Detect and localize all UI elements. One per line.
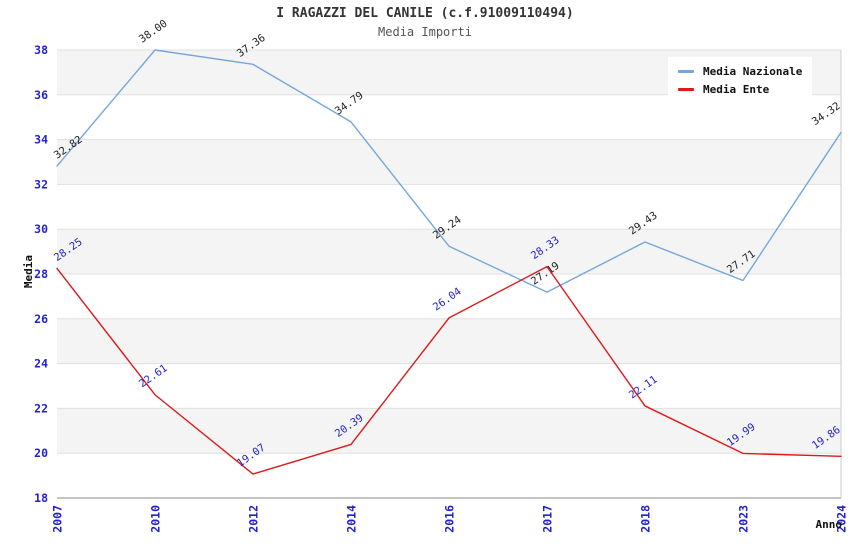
x-tick-label: 2024	[835, 505, 849, 533]
x-tick-label: 2007	[51, 505, 65, 533]
y-tick-label: 32	[34, 177, 48, 191]
y-tick-label: 24	[34, 357, 48, 371]
chart-subtitle: Media Importi	[378, 25, 472, 39]
y-tick-label: 34	[34, 133, 48, 147]
x-tick-label: 2018	[639, 505, 653, 533]
y-tick-label: 22	[34, 401, 48, 415]
plot-band	[57, 318, 841, 364]
x-tick-label: 2012	[247, 505, 261, 533]
y-tick-label: 18	[34, 491, 48, 505]
media-nazionale-line-swatch	[678, 70, 694, 73]
x-tick-label: 2023	[737, 505, 751, 533]
media-nazionale-line	[56, 49, 842, 293]
plot-band	[57, 139, 841, 185]
chart-title: I RAGAZZI DEL CANILE (c.f.91009110494)	[276, 6, 574, 21]
legend-item-media-ente: Media Ente	[678, 84, 812, 95]
x-axis-title: Anno	[815, 518, 843, 531]
media-ente-line	[56, 265, 842, 475]
legend-label-media-ente: Media Ente	[703, 83, 770, 96]
plot-band	[57, 184, 841, 230]
plot-band	[57, 408, 841, 454]
legend-item-media-nazionale: Media Nazionale	[678, 66, 812, 77]
legend: Media Nazionale Media Ente	[668, 57, 812, 104]
y-tick-label: 36	[34, 88, 48, 102]
y-axis-title: Media	[22, 254, 36, 289]
y-tick-label: 38	[34, 43, 48, 57]
data-point-label: 38.00	[137, 18, 170, 46]
plot-band	[57, 229, 841, 274]
x-tick-label: 2016	[443, 505, 457, 533]
y-tick-label: 28	[34, 267, 48, 281]
y-tick-label: 26	[34, 312, 48, 326]
plot-band	[57, 274, 841, 319]
x-tick-label: 2014	[345, 505, 359, 533]
legend-label-media-nazionale: Media Nazionale	[703, 65, 803, 78]
media-ente-line-swatch	[678, 88, 694, 91]
x-tick-label: 2017	[541, 505, 555, 533]
y-tick-label: 30	[34, 222, 48, 236]
x-tick-label: 2010	[149, 505, 163, 533]
plot-band	[57, 363, 841, 409]
plot-band	[57, 453, 841, 498]
y-tick-label: 20	[34, 446, 48, 460]
